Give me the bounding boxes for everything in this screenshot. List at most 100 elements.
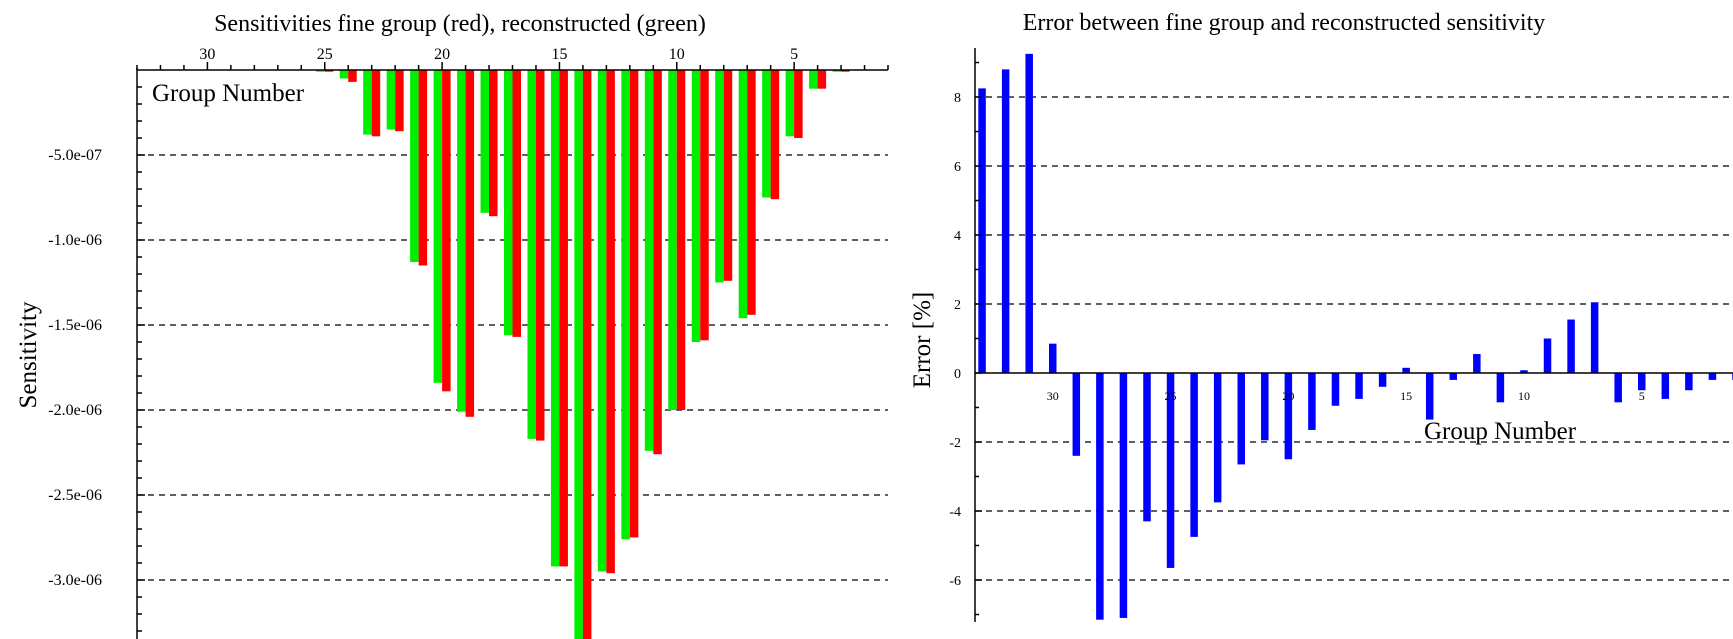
sensitivity-y-tick-label: -5.0e-07 — [48, 147, 102, 164]
error-bar — [1261, 373, 1269, 441]
reconstructed-sensitivity-bar — [644, 70, 654, 451]
error-bar — [1567, 319, 1575, 373]
error-bar — [1237, 373, 1245, 465]
error-bar — [1590, 302, 1599, 373]
error-x-tick-label: 5 — [1639, 389, 1645, 403]
fine-sensitivity-bar — [512, 70, 521, 337]
error-bar — [1331, 373, 1340, 406]
sensitivity-x-tick-label: 25 — [317, 46, 333, 63]
error-bars — [978, 53, 1733, 620]
error-bar — [1425, 373, 1434, 420]
sensitivity-y-tick-label: -3.0e-06 — [48, 572, 102, 589]
reconstructed-sensitivity-bar — [480, 70, 490, 213]
error-bar — [1614, 373, 1622, 403]
error-bar — [1072, 373, 1081, 456]
fine-sensitivity-bar — [606, 70, 615, 574]
error-bar — [1638, 373, 1646, 391]
fine-sensitivity-bar — [395, 70, 404, 132]
error-bar — [1143, 373, 1151, 522]
sensitivity-bars — [316, 70, 850, 639]
error-y-tick-label: 6 — [954, 160, 961, 175]
fine-sensitivity-bar — [489, 70, 498, 217]
error-x-tick-label: 30 — [1047, 389, 1059, 403]
sensitivity-y-tick-label: -1.5e-06 — [48, 317, 102, 334]
sensitivity-panel: Sensitivities fine group (red), reconstr… — [15, 11, 889, 639]
error-bar — [1496, 373, 1505, 403]
sensitivity-y-axis-label: Sensitivity — [15, 301, 42, 408]
sensitivity-y-tick-label: -1.0e-06 — [48, 232, 102, 249]
error-panel: Error between fine group and reconstruct… — [909, 10, 1733, 622]
fine-sensitivity-bar — [465, 70, 475, 417]
sensitivity-y-tick-label: -2.5e-06 — [48, 487, 102, 504]
sensitivity-x-tick-label: 30 — [199, 46, 215, 63]
fine-sensitivity-bar — [442, 70, 451, 392]
reconstructed-sensitivity-bar — [668, 70, 677, 410]
reconstructed-sensitivity-bar — [832, 70, 842, 72]
reconstructed-sensitivity-bar — [386, 70, 396, 130]
error-y-axis-label: Error [%] — [909, 292, 936, 388]
fine-sensitivity-bar — [418, 70, 428, 266]
fine-sensitivity-bar — [700, 70, 709, 341]
reconstructed-sensitivity-bar — [762, 70, 771, 198]
sensitivity-x-tick-label: 10 — [669, 46, 685, 63]
reconstructed-sensitivity-bar — [504, 70, 513, 336]
fine-sensitivity-bar — [747, 70, 756, 315]
error-bar — [1048, 343, 1057, 373]
reconstructed-sensitivity-bar — [715, 70, 724, 283]
error-bar — [1025, 53, 1033, 373]
error-bar — [1449, 373, 1458, 380]
fine-sensitivity-bar — [629, 70, 639, 538]
reconstructed-sensitivity-bar — [363, 70, 372, 135]
error-bar — [1119, 373, 1128, 618]
reconstructed-sensitivity-bar — [527, 70, 536, 439]
reconstructed-sensitivity-bar — [691, 70, 701, 342]
fine-sensitivity-bar — [817, 70, 827, 89]
error-bar — [978, 88, 986, 373]
error-bar — [1661, 373, 1670, 399]
sensitivity-x-axis-label: Group Number — [152, 80, 305, 107]
fine-sensitivity-bar — [324, 70, 334, 72]
error-y-tick-label: 0 — [954, 367, 961, 382]
error-bar — [1473, 354, 1481, 373]
reconstructed-sensitivity-bar — [809, 70, 818, 89]
reconstructed-sensitivity-bar — [550, 70, 560, 567]
error-bar — [1708, 373, 1717, 380]
reconstructed-sensitivity-bar — [621, 70, 630, 540]
fine-sensitivity-bar — [559, 70, 568, 567]
error-x-axis-label: Group Number — [1424, 418, 1577, 445]
reconstructed-sensitivity-bar — [410, 70, 419, 263]
error-bar — [1378, 373, 1387, 387]
error-bar — [1190, 373, 1198, 537]
fine-sensitivity-bar — [770, 70, 780, 200]
reconstructed-sensitivity-bar — [574, 70, 583, 639]
reconstructed-sensitivity-bar — [316, 70, 325, 72]
error-gridlines — [975, 96, 1733, 581]
error-bar — [1520, 370, 1528, 373]
sensitivity-x-tick-label: 15 — [551, 46, 567, 63]
fine-sensitivity-bar — [723, 70, 733, 281]
error-y-tick-label: 8 — [954, 91, 961, 106]
error-x-tick-label: 15 — [1400, 389, 1412, 403]
reconstructed-sensitivity-bar — [433, 70, 443, 383]
fine-sensitivity-bar — [582, 70, 592, 639]
error-bar — [1402, 367, 1410, 373]
reconstructed-sensitivity-bar — [738, 70, 748, 319]
fine-sensitivity-bar — [535, 70, 545, 441]
error-bar — [1096, 373, 1104, 620]
error-x-tick-label: 10 — [1518, 389, 1530, 403]
sensitivity-chart-title: Sensitivities fine group (red), reconstr… — [214, 11, 706, 37]
error-bar — [1166, 373, 1175, 568]
error-chart-title: Error between fine group and reconstruct… — [1023, 10, 1546, 36]
reconstructed-sensitivity-bar — [785, 70, 795, 137]
reconstructed-sensitivity-bar — [339, 70, 349, 79]
sensitivity-axes: -5.0e-07 -1.0e-06 -1.5e-06 -2.0e-06 -2.5e-06… — [48, 46, 889, 639]
error-y-tick-label: -2 — [949, 436, 961, 451]
error-x-tick-label: 25 — [1165, 389, 1177, 403]
error-bar — [1685, 373, 1693, 391]
error-y-tick-label: -6 — [949, 574, 961, 589]
reconstructed-sensitivity-bar — [457, 70, 466, 412]
error-bar — [1213, 373, 1222, 503]
sensitivity-y-tick-label: -2.0e-06 — [48, 402, 102, 419]
fine-sensitivity-bar — [841, 70, 850, 72]
